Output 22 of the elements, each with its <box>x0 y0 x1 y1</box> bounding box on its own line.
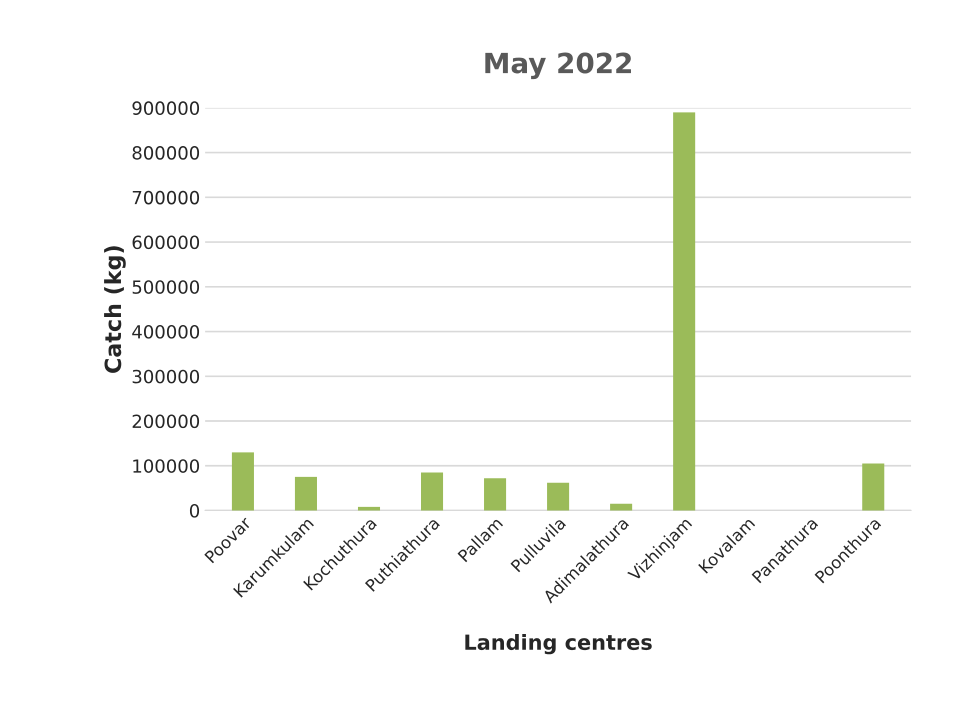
bar <box>232 452 254 510</box>
y-tick-label: 300000 <box>132 370 200 384</box>
bar <box>547 482 570 510</box>
y-tick-label: 200000 <box>132 414 200 428</box>
bar <box>610 504 632 510</box>
x-axis-title: Landing centres <box>465 634 652 654</box>
y-tick-label: 400000 <box>132 325 200 339</box>
y-axis-title: Catch (kg) <box>104 246 126 373</box>
bar <box>420 472 444 510</box>
y-tick-label: 800000 <box>132 146 200 160</box>
bar <box>862 464 884 510</box>
bar <box>358 506 380 510</box>
y-tick-label: 0 <box>190 504 200 518</box>
bar <box>484 478 506 510</box>
y-tick-label: 700000 <box>132 190 200 204</box>
y-tick-label: 500000 <box>132 280 200 294</box>
y-tick-label: 100000 <box>133 459 200 473</box>
chart-title: May 2022 <box>485 52 631 80</box>
bar <box>673 112 696 510</box>
bar <box>294 476 317 510</box>
y-tick-label: 600000 <box>132 236 200 250</box>
y-tick-label: 900000 <box>132 101 200 115</box>
